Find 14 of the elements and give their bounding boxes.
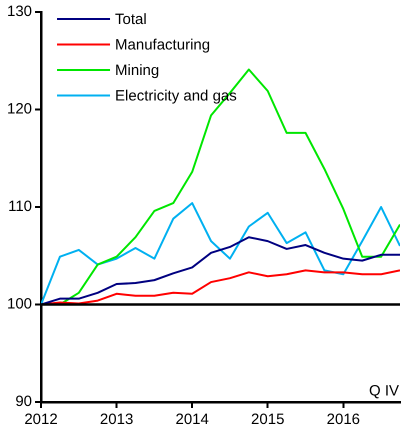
y-tick-label: 90 <box>15 393 32 410</box>
annotation: Q IV <box>368 382 399 400</box>
x-tick-label: 2014 <box>175 411 209 428</box>
x-tick-label: 2012 <box>24 411 58 428</box>
y-tick-label: 120 <box>6 100 32 118</box>
y-tick-label: 130 <box>6 3 32 20</box>
x-tick-label: 2015 <box>251 411 284 428</box>
legend-label: Mining <box>115 62 160 80</box>
legend-label: Manufacturing <box>115 36 210 54</box>
x-tick-label: 2013 <box>100 411 134 428</box>
legend-label: Total <box>115 11 147 28</box>
y-tick-label: 100 <box>6 296 32 313</box>
y-tick-label: 110 <box>8 198 32 216</box>
x-tick-label: 2016 <box>326 411 360 428</box>
